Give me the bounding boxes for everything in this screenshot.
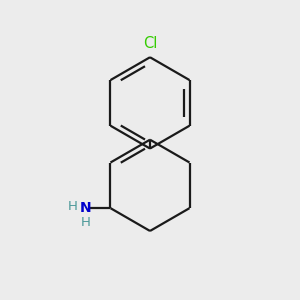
Text: H: H [80,216,90,229]
Text: Cl: Cl [143,36,157,51]
Text: N: N [80,201,91,215]
Text: H: H [68,200,78,213]
